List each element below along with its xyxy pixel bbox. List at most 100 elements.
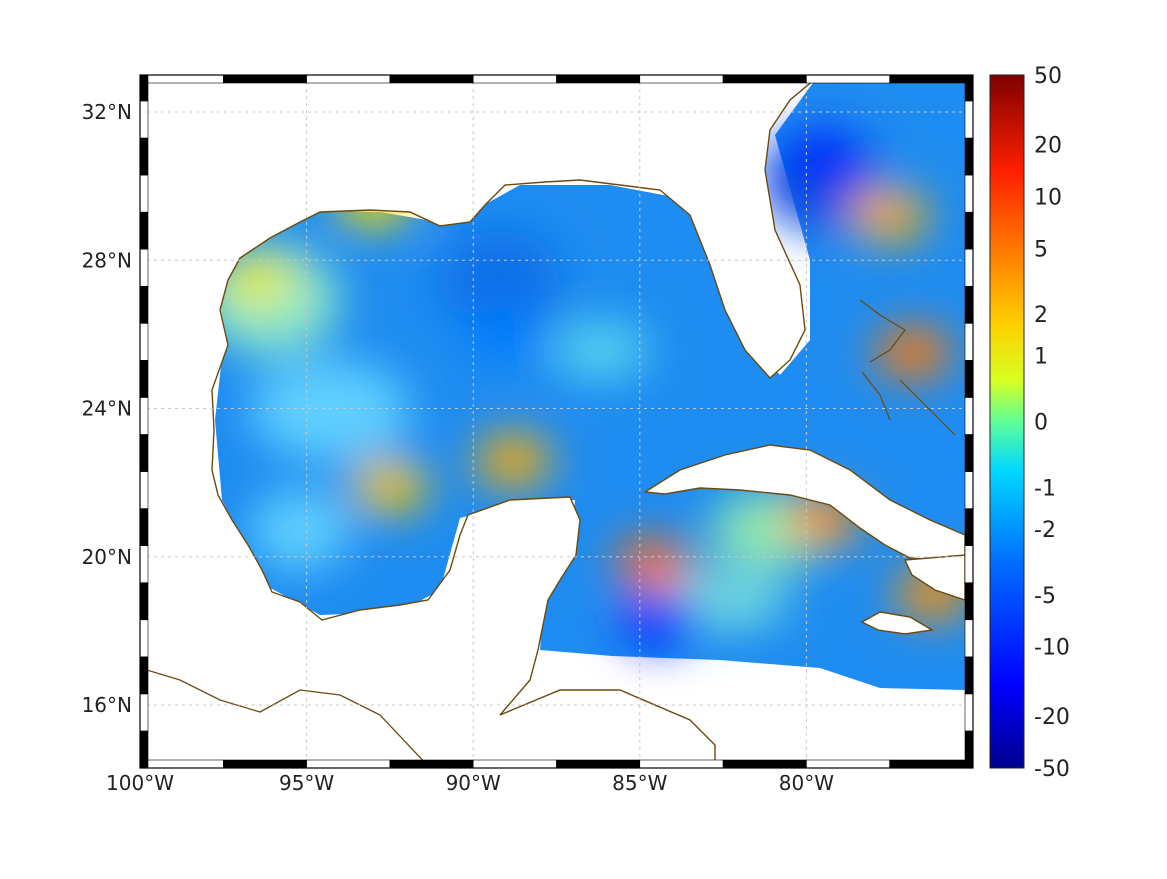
frame-segment-left: [139, 360, 149, 398]
colorbar-tick-label: -20: [1034, 705, 1070, 730]
frame-segment-right: [964, 174, 974, 213]
field-blobs: [200, 130, 972, 646]
frame-segment-right: [964, 211, 974, 250]
frame-segment-right: [964, 397, 974, 435]
map-frame: [139, 74, 974, 769]
colorbar-gradient: [989, 74, 1025, 769]
colorbar-tick-label: 0: [1034, 411, 1048, 436]
frame-segment-top: [139, 74, 224, 84]
frame-segment-left: [139, 74, 149, 102]
colorbar-tick-label: -10: [1034, 636, 1070, 661]
colorbar-tick-label: -2: [1034, 518, 1056, 543]
lat-tick-label: 24°N: [82, 397, 132, 421]
lon-tick-label: 90°W: [446, 771, 501, 795]
colorbar-tick-label: 50: [1034, 64, 1062, 89]
frame-segment-right: [964, 693, 974, 732]
frame-segment-top: [889, 74, 974, 84]
coast-gulf-north: [140, 75, 822, 768]
colorbar-tick-label: 5: [1034, 237, 1048, 262]
lat-tick-label: 28°N: [82, 248, 132, 272]
hispaniola: [903, 554, 966, 601]
frame-segment-top: [722, 74, 807, 84]
frame-segment-top: [639, 74, 724, 84]
frame-segment-top: [306, 74, 391, 84]
frame-segment-left: [139, 471, 149, 509]
frame-segment-left: [139, 248, 149, 287]
lat-tick-label: 32°N: [82, 100, 132, 124]
latitude-tick-labels: 16°N 20°N 24°N 28°N 32°N: [82, 100, 132, 717]
colorbar-tick-label: 20: [1034, 133, 1062, 158]
hotspot-yucatan-channel-north: [475, 434, 552, 487]
frame-segment-left: [139, 693, 149, 732]
lon-tick-label: 80°W: [779, 771, 834, 795]
lon-tick-label: 95°W: [279, 771, 334, 795]
hotspot-central-gulf: [468, 308, 545, 361]
hotspot-campeche-bay: [351, 460, 428, 513]
central-america-coast: [140, 667, 431, 768]
frame-segment-left: [139, 174, 149, 213]
frame-segment-left: [139, 397, 149, 435]
ocean-field: [200, 80, 972, 690]
frame-segment-right: [964, 471, 974, 509]
bahamas-andros: [859, 299, 956, 436]
frame-segment-left: [139, 582, 149, 621]
frame-segment-left: [139, 322, 149, 361]
hotspot-cayman-cold-eddy: [621, 593, 698, 646]
frame-segment-bottom: [556, 759, 641, 769]
frame-outline: [139, 74, 974, 769]
lat-tick-label: 16°N: [82, 693, 132, 717]
frame-segment-right: [964, 508, 974, 546]
frame-segment-bottom: [223, 759, 307, 769]
frame-segment-bottom: [889, 759, 974, 769]
colorbar-tick-label: 10: [1034, 185, 1062, 210]
hotspot-atlantic-off-georgia: [851, 189, 928, 242]
frame-segment-left: [139, 545, 149, 584]
frame-segment-left: [139, 434, 149, 472]
frame-segment-bottom: [306, 759, 391, 769]
colorbar-tick-label: -5: [1034, 584, 1056, 609]
frame-segment-bottom: [722, 759, 807, 769]
lat-tick-label: 20°N: [82, 545, 132, 569]
frame-segment-top: [806, 74, 891, 84]
frame-segment-bottom: [806, 759, 891, 769]
colorbar-tick-label: 1: [1034, 345, 1048, 370]
frame-segment-top: [389, 74, 474, 84]
frame-segment-right: [964, 100, 974, 139]
frame-segment-left: [139, 508, 149, 546]
colorbar-tick-label: -1: [1034, 476, 1056, 501]
frame-segment-right: [964, 360, 974, 398]
frame-segment-left: [139, 211, 149, 250]
frame-segment-left: [139, 656, 149, 695]
frame-segment-bottom: [139, 759, 224, 769]
frame-segment-left: [139, 619, 149, 658]
jamaica: [860, 611, 935, 635]
hotspot-western-gulf-shelf: [218, 252, 295, 305]
land-masses: [140, 75, 966, 768]
frame-segment-bottom: [472, 759, 557, 769]
longitude-tick-labels: 100°W 95°W 90°W 85°W 80°W: [106, 771, 834, 795]
frame-segment-right: [964, 582, 974, 621]
frame-segment-left: [139, 730, 149, 769]
frame-segment-bottom: [639, 759, 724, 769]
frame-segment-bottom: [389, 759, 474, 769]
frame-segment-left: [139, 285, 149, 324]
frame-segment-right: [964, 619, 974, 658]
hotspot-florida-atlantic-shelf-cold: [785, 130, 862, 183]
colorbar-tick-label: -50: [1034, 757, 1070, 782]
colorbar-tick-label: 2: [1034, 303, 1048, 328]
lon-tick-label: 100°W: [106, 771, 174, 795]
frame-segment-right: [964, 656, 974, 695]
lon-tick-label: 85°W: [612, 771, 667, 795]
frame-segment-top: [472, 74, 557, 84]
frame-segment-left: [139, 100, 149, 139]
frame-segment-right: [964, 74, 974, 102]
frame-segment-top: [556, 74, 641, 84]
hotspot-cayman-warm-eddy: [615, 538, 692, 591]
frame-segment-right: [964, 137, 974, 176]
frame-segment-right: [964, 285, 974, 324]
frame-segment-right: [964, 248, 974, 287]
